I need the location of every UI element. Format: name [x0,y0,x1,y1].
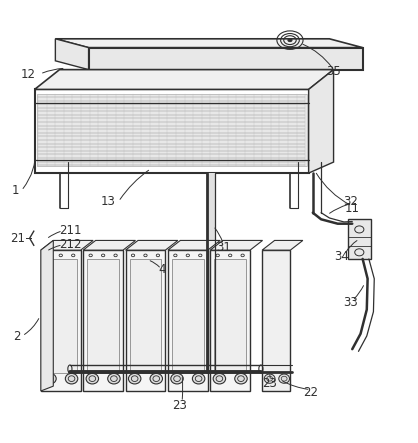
Polygon shape [168,241,220,250]
Polygon shape [41,241,53,391]
Polygon shape [35,70,334,89]
Polygon shape [125,241,178,250]
Text: 1: 1 [12,184,20,197]
Text: 211: 211 [59,224,81,237]
Ellipse shape [192,373,205,384]
Ellipse shape [86,373,99,384]
Polygon shape [45,259,76,373]
Polygon shape [210,241,263,250]
Text: 212: 212 [59,238,81,251]
Text: 23: 23 [262,377,277,389]
Text: 21: 21 [10,232,25,245]
Polygon shape [83,250,123,391]
Polygon shape [262,241,303,250]
Ellipse shape [108,373,120,384]
Polygon shape [172,259,204,373]
Polygon shape [37,94,306,167]
Ellipse shape [65,373,78,384]
Polygon shape [55,39,363,47]
Polygon shape [35,89,308,173]
Ellipse shape [213,373,226,384]
Polygon shape [168,250,208,391]
Polygon shape [130,259,161,373]
Ellipse shape [171,373,183,384]
Text: 11: 11 [345,202,360,215]
Polygon shape [41,241,93,250]
Ellipse shape [128,373,141,384]
Text: 2: 2 [13,330,21,343]
Polygon shape [89,47,363,70]
Ellipse shape [279,374,290,383]
Polygon shape [87,259,119,373]
Text: 32: 32 [343,195,358,208]
Polygon shape [125,250,166,391]
Text: 12: 12 [21,67,36,81]
Text: 22: 22 [303,386,318,399]
Ellipse shape [150,373,163,384]
Text: 33: 33 [343,296,357,310]
Text: 23: 23 [172,399,186,412]
Polygon shape [262,250,291,391]
Polygon shape [214,259,246,373]
Polygon shape [210,250,250,391]
Polygon shape [41,250,81,391]
Text: 31: 31 [216,241,231,254]
Ellipse shape [288,39,292,42]
Text: 35: 35 [326,65,341,78]
Ellipse shape [235,373,247,384]
Ellipse shape [44,373,56,384]
Polygon shape [348,219,371,259]
Text: 4: 4 [159,264,166,276]
Polygon shape [83,241,135,250]
Text: 34: 34 [334,250,349,263]
Polygon shape [55,39,89,70]
Ellipse shape [264,374,275,383]
Polygon shape [308,70,334,173]
Text: 13: 13 [101,195,116,208]
Polygon shape [207,173,215,365]
